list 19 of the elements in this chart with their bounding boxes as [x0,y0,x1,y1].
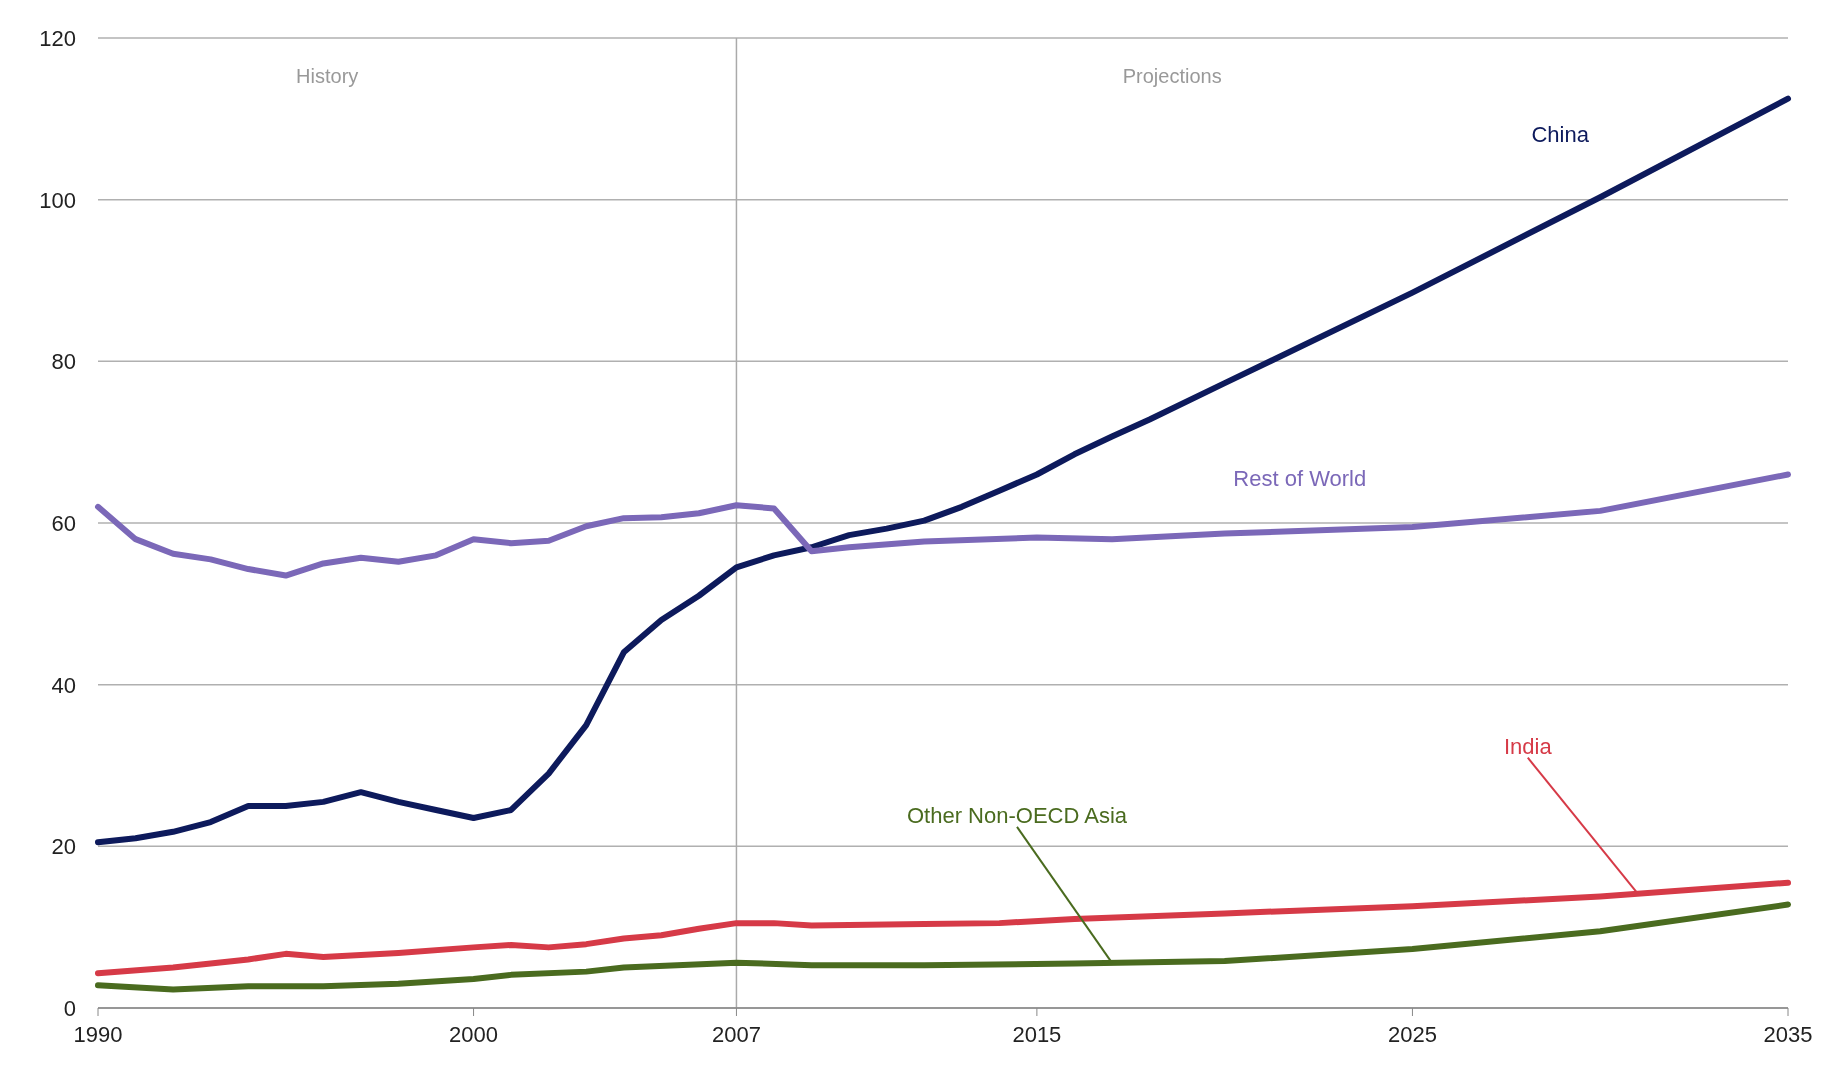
x-tick-label: 2015 [1012,1022,1062,1047]
x-tick-label: 2035 [1763,1022,1813,1047]
x-tick-label: 2025 [1387,1022,1437,1047]
y-tick-label: 20 [51,834,76,860]
text: China [1531,122,1590,148]
y-tick-label: 40 [51,672,76,698]
x-tick-label: 2000 [449,1022,499,1047]
y-tick-label: 0 [63,996,76,1021]
y-tick-label: 100 [39,187,76,213]
annotation: History [296,65,359,87]
text: Other Non-OECD Asia [906,802,1128,828]
x-tick-label: 2007 [711,1022,761,1047]
y-tick-label: 60 [51,511,76,536]
y-tick-label: 120 [39,26,76,51]
series-label: Rest of World [1233,465,1367,491]
annotation: Projections [1122,65,1222,87]
x-tick-label: 1990 [73,1022,123,1047]
y-tick-label: 80 [51,349,76,375]
text: India [1503,733,1553,759]
